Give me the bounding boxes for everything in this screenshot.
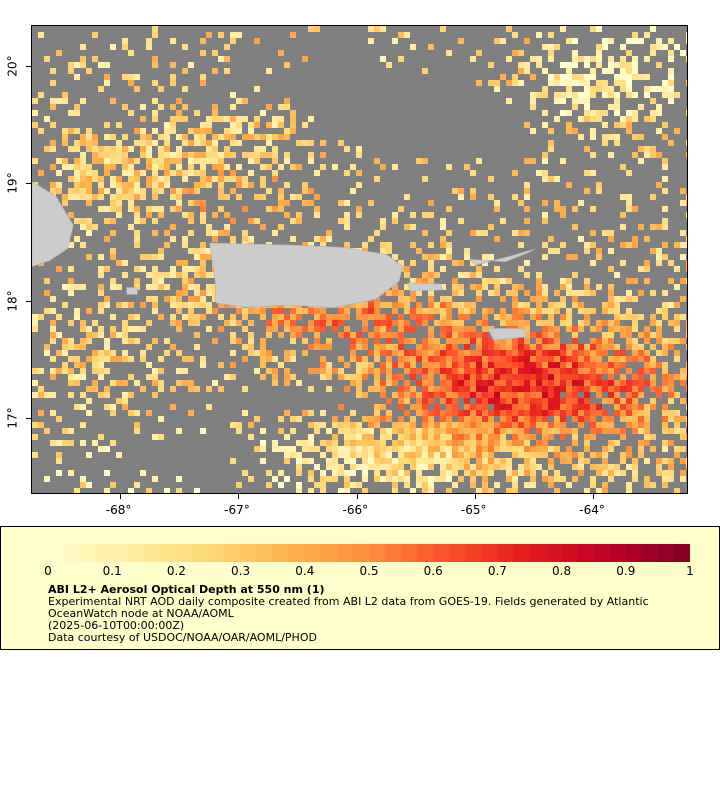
mona-island-land	[126, 287, 138, 295]
colorbar-bin	[96, 544, 113, 562]
y-tick-mark	[26, 183, 31, 185]
colorbar-bin	[449, 544, 466, 562]
map-plot-area	[31, 25, 688, 494]
colorbar-bin	[240, 544, 258, 562]
puerto-rico-land	[209, 242, 403, 308]
colorbar-bin	[192, 544, 209, 562]
colorbar-bin	[433, 544, 450, 562]
x-tick-mark	[238, 494, 240, 499]
colorbar-bin	[369, 544, 386, 562]
colorbar-bin	[385, 544, 402, 562]
y-tick-mark	[26, 300, 31, 302]
colorbar-bin	[160, 544, 177, 562]
colorbar-bin	[208, 544, 226, 562]
colorbar-bin	[513, 544, 530, 562]
colorbar-bin	[80, 544, 97, 562]
colorbar-bin	[272, 544, 290, 562]
colorbar-bin	[256, 544, 274, 562]
y-tick-mark	[26, 66, 31, 68]
colorbar-tick-label: 0.1	[102, 564, 122, 578]
st-croix-land	[487, 328, 528, 341]
colorbar-bin	[112, 544, 129, 562]
x-tick-mark	[356, 494, 358, 499]
colorbar-bin	[224, 544, 242, 562]
colorbar-bin	[288, 544, 306, 562]
colorbar-bin	[609, 544, 627, 562]
colorbar-bin	[128, 544, 145, 562]
virgin-islands-land	[469, 248, 536, 266]
colorbar-bin	[144, 544, 161, 562]
colorbar-bin	[417, 544, 434, 562]
colorbar-bin	[465, 544, 482, 562]
colorbar-bin	[336, 544, 354, 562]
y-tick-label: 19°	[5, 172, 20, 194]
colorbar-tick-label: 0	[44, 564, 52, 578]
y-tick-label: 17°	[5, 407, 20, 429]
colorbar-bin	[401, 544, 418, 562]
colorbar-bin	[577, 544, 595, 562]
colorbar-tick-label: 0.3	[231, 564, 251, 578]
legend-description: Experimental NRT AOD daily composite cre…	[48, 595, 649, 620]
x-tick-mark	[474, 494, 476, 499]
colorbar-bin	[304, 544, 322, 562]
colorbar-bin	[657, 544, 675, 562]
colorbar-bin	[481, 544, 498, 562]
x-tick-label: -68°	[105, 503, 132, 517]
colorbar-bin	[545, 544, 563, 562]
x-tick-mark	[593, 494, 595, 499]
colorbar-tick-label: 0.9	[616, 564, 636, 578]
colorbar-tick-label: 0.4	[295, 564, 315, 578]
colorbar-bin	[497, 544, 514, 562]
legend-credit: Data courtesy of USDOC/NOAA/OAR/AOML/PHO…	[48, 631, 317, 644]
legend-title: ABI L2+ Aerosol Optical Depth at 550 nm …	[48, 583, 325, 596]
y-tick-mark	[26, 417, 31, 419]
colorbar-bin	[352, 544, 370, 562]
x-tick-label: -64°	[579, 503, 605, 517]
colorbar-tick-label: 0.8	[552, 564, 572, 578]
colorbar-tick-label: 0.7	[487, 564, 507, 578]
y-tick-label: 18°	[5, 289, 20, 312]
colorbar-tick-label: 0.5	[359, 564, 379, 578]
legend-date: (2025-06-10T00:00:00Z)	[48, 619, 185, 632]
colorbar-bin	[625, 544, 643, 562]
colorbar	[48, 544, 690, 562]
colorbar-bin	[641, 544, 659, 562]
hispaniola-land	[32, 181, 74, 267]
colorbar-bin	[529, 544, 547, 562]
colorbar-tick-label: 0.6	[423, 564, 443, 578]
colorbar-bin	[561, 544, 579, 562]
colorbar-bin	[320, 544, 338, 562]
legend-panel: 0 0.1 0.2 0.3 0.4 0.5 0.6 0.7 0.8 0.9 1 ABI L2+ Ae…	[0, 526, 720, 650]
y-tick-label: 20°	[5, 55, 20, 77]
aod-map	[32, 26, 687, 493]
colorbar-bin	[673, 544, 690, 562]
colorbar-bin	[64, 544, 81, 562]
x-tick-label: -65°	[460, 503, 487, 517]
colorbar-tick-label: 1	[686, 564, 694, 578]
x-tick-mark	[119, 494, 121, 499]
x-tick-label: -67°	[224, 503, 250, 517]
colorbar-bin	[593, 544, 611, 562]
colorbar-bin	[176, 544, 193, 562]
colorbar-tick-label: 0.2	[166, 564, 186, 578]
vieques-land	[406, 282, 444, 292]
colorbar-bin	[48, 544, 65, 562]
x-tick-label: -66°	[342, 503, 369, 517]
